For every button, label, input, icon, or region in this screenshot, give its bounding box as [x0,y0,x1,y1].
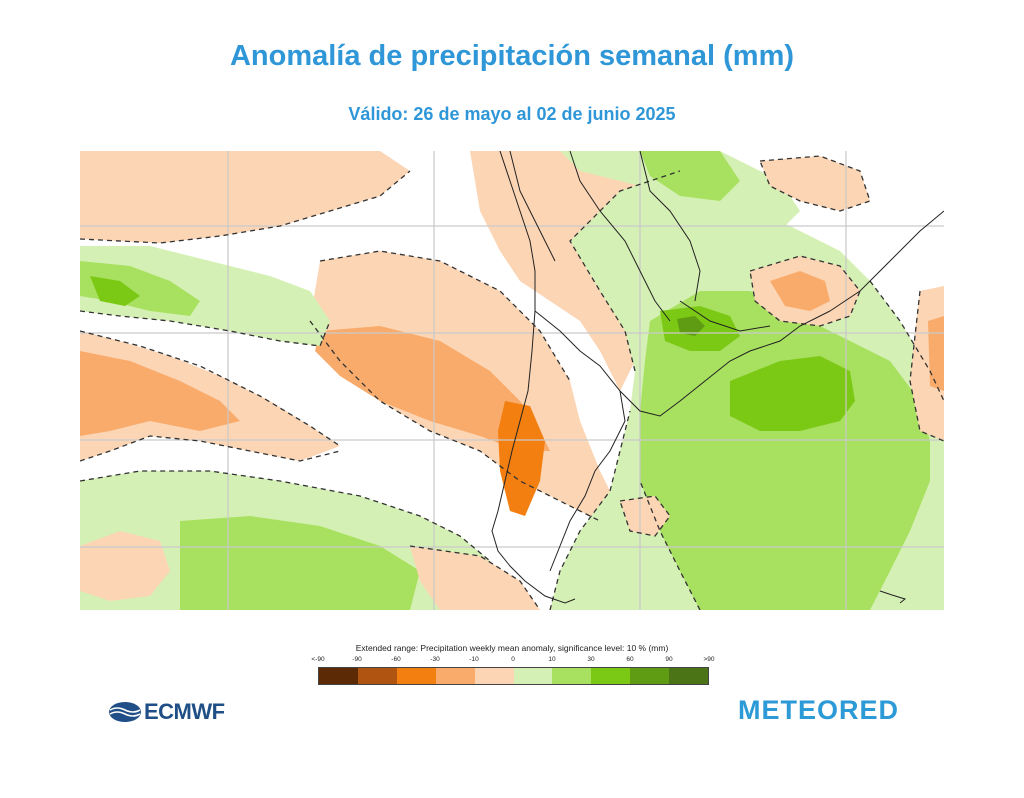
legend-tick: 90 [665,656,673,663]
legend-swatch [357,668,397,684]
legend-tick: <-90 [311,656,325,663]
map-subtitle: Válido: 26 de mayo al 02 de junio 2025 [348,104,676,124]
dry-area-south-west [80,531,170,601]
legend-tick: 60 [626,656,634,663]
legend-tick: -10 [469,656,479,663]
dry-area-northeast [760,156,870,211]
legend-tick: >90 [703,656,715,663]
meteored-logo-part1: METE [738,695,818,725]
map-title: Anomalía de precipitación semanal (mm) [229,40,795,72]
legend-ticks: <-90 -90 -60 -30 -10 0 10 30 60 90 >90 [300,656,724,668]
precipitation-anomaly-map [80,151,944,610]
dry-area-south-center [410,546,540,610]
legend-swatch [669,668,709,684]
meteored-logo-o: O [817,695,840,725]
legend-swatch [513,668,553,684]
map-graticule [80,151,944,610]
legend-swatch [591,668,631,684]
ecmwf-logo-text: ECMWF [144,699,225,724]
wet-area-plata-peak [677,316,705,336]
map-canvas [80,151,944,610]
legend-swatch [552,668,592,684]
legend-swatch [319,668,358,684]
wet-area-north-brazil-core [640,151,740,201]
ecmwf-logo-icon [109,702,141,722]
dry-area-southeast-brazil-core [770,271,830,311]
legend-tick: -90 [352,656,362,663]
wet-area-east-peak [730,356,855,431]
legend-swatch [474,668,514,684]
dry-area-northwest [80,151,410,243]
legend-tick: 0 [511,656,515,663]
legend-tick: -60 [391,656,401,663]
legend-tick: -30 [430,656,440,663]
meteored-logo: METEORED [738,695,899,726]
wet-area-west-north-core [80,261,200,316]
legend-caption: Extended range: Precipitation weekly mea… [355,643,669,653]
wet-area-south-core [180,516,420,610]
meteored-logo-part2: RED [839,695,900,725]
legend-tick: 30 [587,656,595,663]
legend-tick: 10 [548,656,556,663]
dry-area-far-east-core [928,316,944,391]
coastlines [491,151,944,604]
dry-area-west-core [80,351,240,436]
legend-color-bar [318,667,709,685]
legend-swatch [435,668,475,684]
wet-area-west-north-peak [90,276,140,306]
ecmwf-logo: ECMWF [108,699,225,724]
dry-area-pacific-core [315,326,550,451]
wet-area-east-core [640,291,930,610]
legend-swatch [396,668,436,684]
legend-swatch [630,668,670,684]
significance-contours [80,155,944,610]
